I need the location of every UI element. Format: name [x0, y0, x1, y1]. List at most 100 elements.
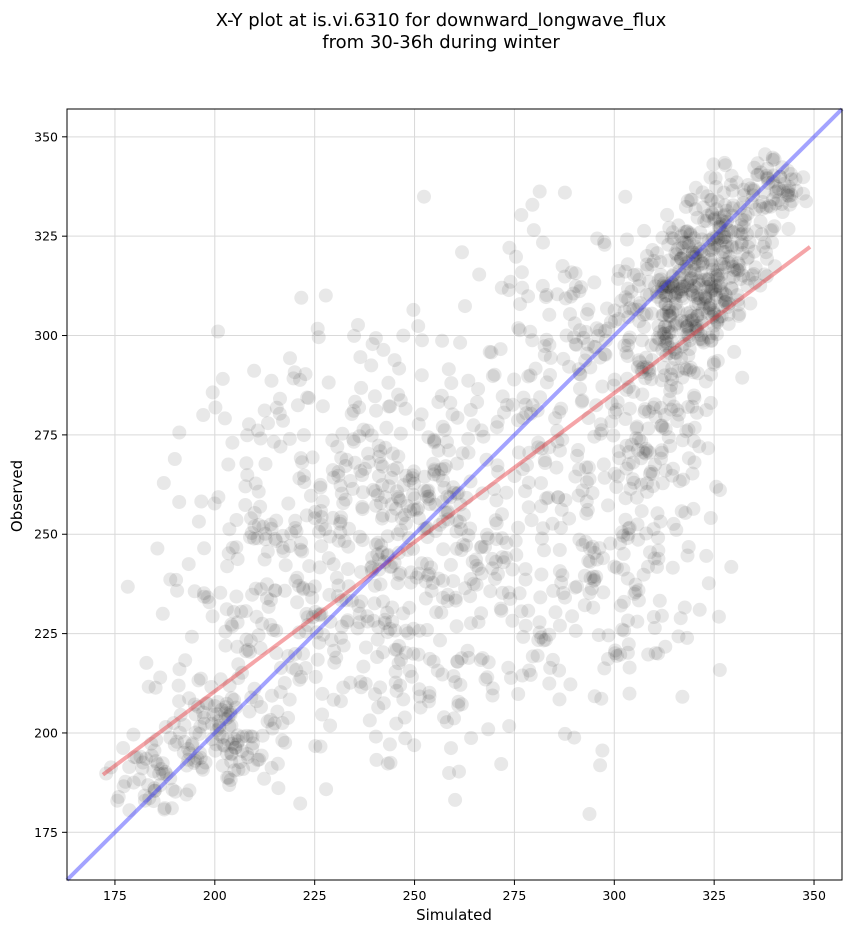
data-point — [689, 297, 704, 312]
data-point — [327, 643, 341, 658]
data-point — [391, 449, 406, 464]
data-point — [664, 275, 679, 290]
data-point — [411, 647, 426, 662]
data-point — [543, 368, 557, 382]
data-point — [654, 267, 668, 282]
data-point — [244, 526, 259, 540]
data-point — [403, 575, 418, 590]
data-point — [390, 576, 405, 591]
data-point — [163, 771, 178, 786]
data-point — [365, 559, 380, 574]
data-point — [776, 183, 791, 198]
data-point — [306, 610, 320, 624]
data-point — [718, 244, 733, 259]
data-point — [251, 518, 266, 532]
data-point — [687, 420, 702, 435]
data-point — [539, 375, 554, 390]
data-point — [330, 439, 345, 454]
data-point — [205, 385, 220, 400]
data-point — [375, 511, 389, 526]
data-point — [436, 514, 451, 529]
data-point — [509, 249, 523, 264]
data-point — [627, 475, 641, 490]
data-point — [371, 620, 386, 635]
data-point — [194, 494, 209, 509]
data-point — [771, 193, 786, 208]
data-point — [247, 363, 262, 378]
data-point — [577, 568, 592, 583]
data-point — [436, 473, 450, 488]
data-point — [586, 569, 601, 584]
data-point — [636, 445, 651, 460]
data-point — [220, 559, 235, 574]
data-point — [380, 548, 395, 563]
data-point — [530, 403, 545, 418]
data-point — [674, 267, 689, 282]
data-point — [340, 613, 355, 628]
x-tick-label: 200 — [203, 888, 227, 903]
data-point — [759, 168, 774, 183]
data-point — [436, 573, 450, 588]
data-point — [618, 290, 633, 305]
data-point — [583, 360, 598, 375]
data-point — [360, 609, 375, 624]
data-point — [314, 606, 329, 621]
data-point — [437, 710, 451, 725]
data-point — [369, 403, 384, 418]
data-point — [240, 428, 255, 443]
data-point — [521, 289, 536, 304]
data-point — [224, 691, 239, 706]
data-point — [308, 504, 323, 519]
data-point — [628, 585, 643, 599]
data-point — [458, 581, 473, 596]
data-point — [686, 279, 701, 293]
data-point — [672, 270, 687, 285]
data-point — [753, 165, 768, 180]
data-point — [641, 647, 656, 662]
data-point — [400, 499, 415, 514]
data-point — [298, 661, 313, 675]
data-point — [654, 373, 669, 388]
data-point — [396, 606, 411, 621]
data-point — [714, 309, 729, 324]
data-point — [689, 405, 704, 420]
data-point — [384, 508, 399, 523]
data-point — [613, 598, 628, 613]
data-point — [539, 491, 554, 506]
data-point — [372, 562, 386, 577]
data-point — [307, 579, 322, 594]
data-point — [669, 286, 684, 301]
data-point — [562, 511, 577, 526]
data-point — [639, 360, 654, 375]
data-point — [747, 160, 762, 175]
data-point — [695, 273, 710, 288]
data-point — [156, 476, 171, 490]
data-point — [773, 169, 788, 184]
data-point — [275, 716, 290, 730]
data-point — [717, 292, 732, 307]
data-point — [658, 334, 672, 349]
data-point — [213, 585, 228, 600]
data-point — [741, 239, 756, 254]
data-point — [708, 211, 722, 226]
data-point — [628, 577, 643, 592]
data-point — [687, 388, 701, 403]
data-point — [674, 251, 689, 266]
data-point — [668, 296, 683, 311]
data-point — [507, 372, 522, 387]
data-point — [396, 328, 411, 343]
data-point — [253, 641, 268, 656]
data-point — [718, 198, 732, 213]
data-point — [747, 244, 762, 259]
data-point — [398, 508, 412, 522]
data-point — [545, 652, 560, 667]
data-point — [372, 552, 386, 567]
data-point — [568, 623, 583, 638]
data-point — [221, 546, 236, 561]
data-point — [444, 741, 458, 756]
data-point — [635, 365, 650, 380]
data-point — [757, 267, 772, 282]
data-point — [329, 650, 344, 665]
data-point — [603, 314, 618, 329]
data-point — [144, 748, 159, 763]
